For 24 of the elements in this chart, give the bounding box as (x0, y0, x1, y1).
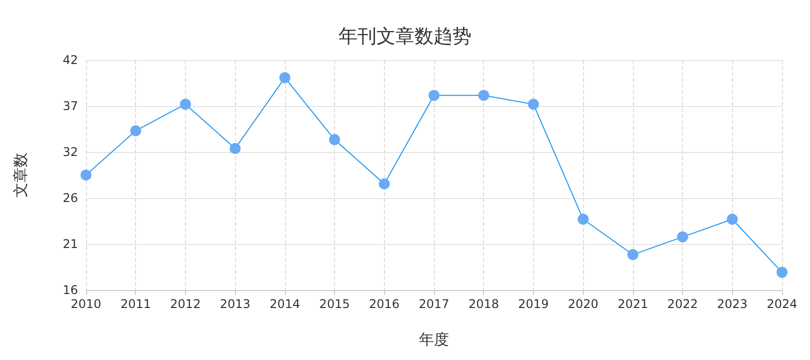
x-tick-label: 2013 (220, 297, 250, 311)
x-tick-label: 2017 (418, 297, 450, 311)
x-tick-label: 2021 (618, 297, 648, 311)
x-tick-label: 2016 (369, 297, 400, 311)
x-tick-label: 2024 (766, 297, 798, 311)
x-tick-label: 2020 (568, 297, 598, 311)
x-tick-label: 2018 (468, 297, 499, 311)
y-tick-label: 21 (62, 237, 78, 251)
x-tick-label: 2022 (667, 297, 698, 311)
x-tick-label: 2014 (270, 297, 300, 311)
y-tick-label: 42 (62, 53, 78, 67)
x-tick-label: 2019 (518, 297, 549, 311)
x-tick-label: 2012 (170, 297, 201, 311)
y-axis-title: 文章数 (12, 152, 30, 198)
x-tick-label: 2011 (120, 297, 151, 311)
x-tick-label: 2023 (717, 297, 748, 311)
x-tick-label: 2010 (70, 297, 102, 311)
y-tick-label: 26 (62, 191, 78, 205)
chart-title: 年刊文章数趋势 (338, 26, 472, 48)
x-tick-label: 2015 (319, 297, 350, 311)
x-axis-title: 年度 (419, 330, 449, 348)
y-tick-label: 37 (62, 99, 78, 113)
y-tick-label: 32 (62, 145, 78, 159)
y-tick-label: 16 (62, 283, 78, 297)
